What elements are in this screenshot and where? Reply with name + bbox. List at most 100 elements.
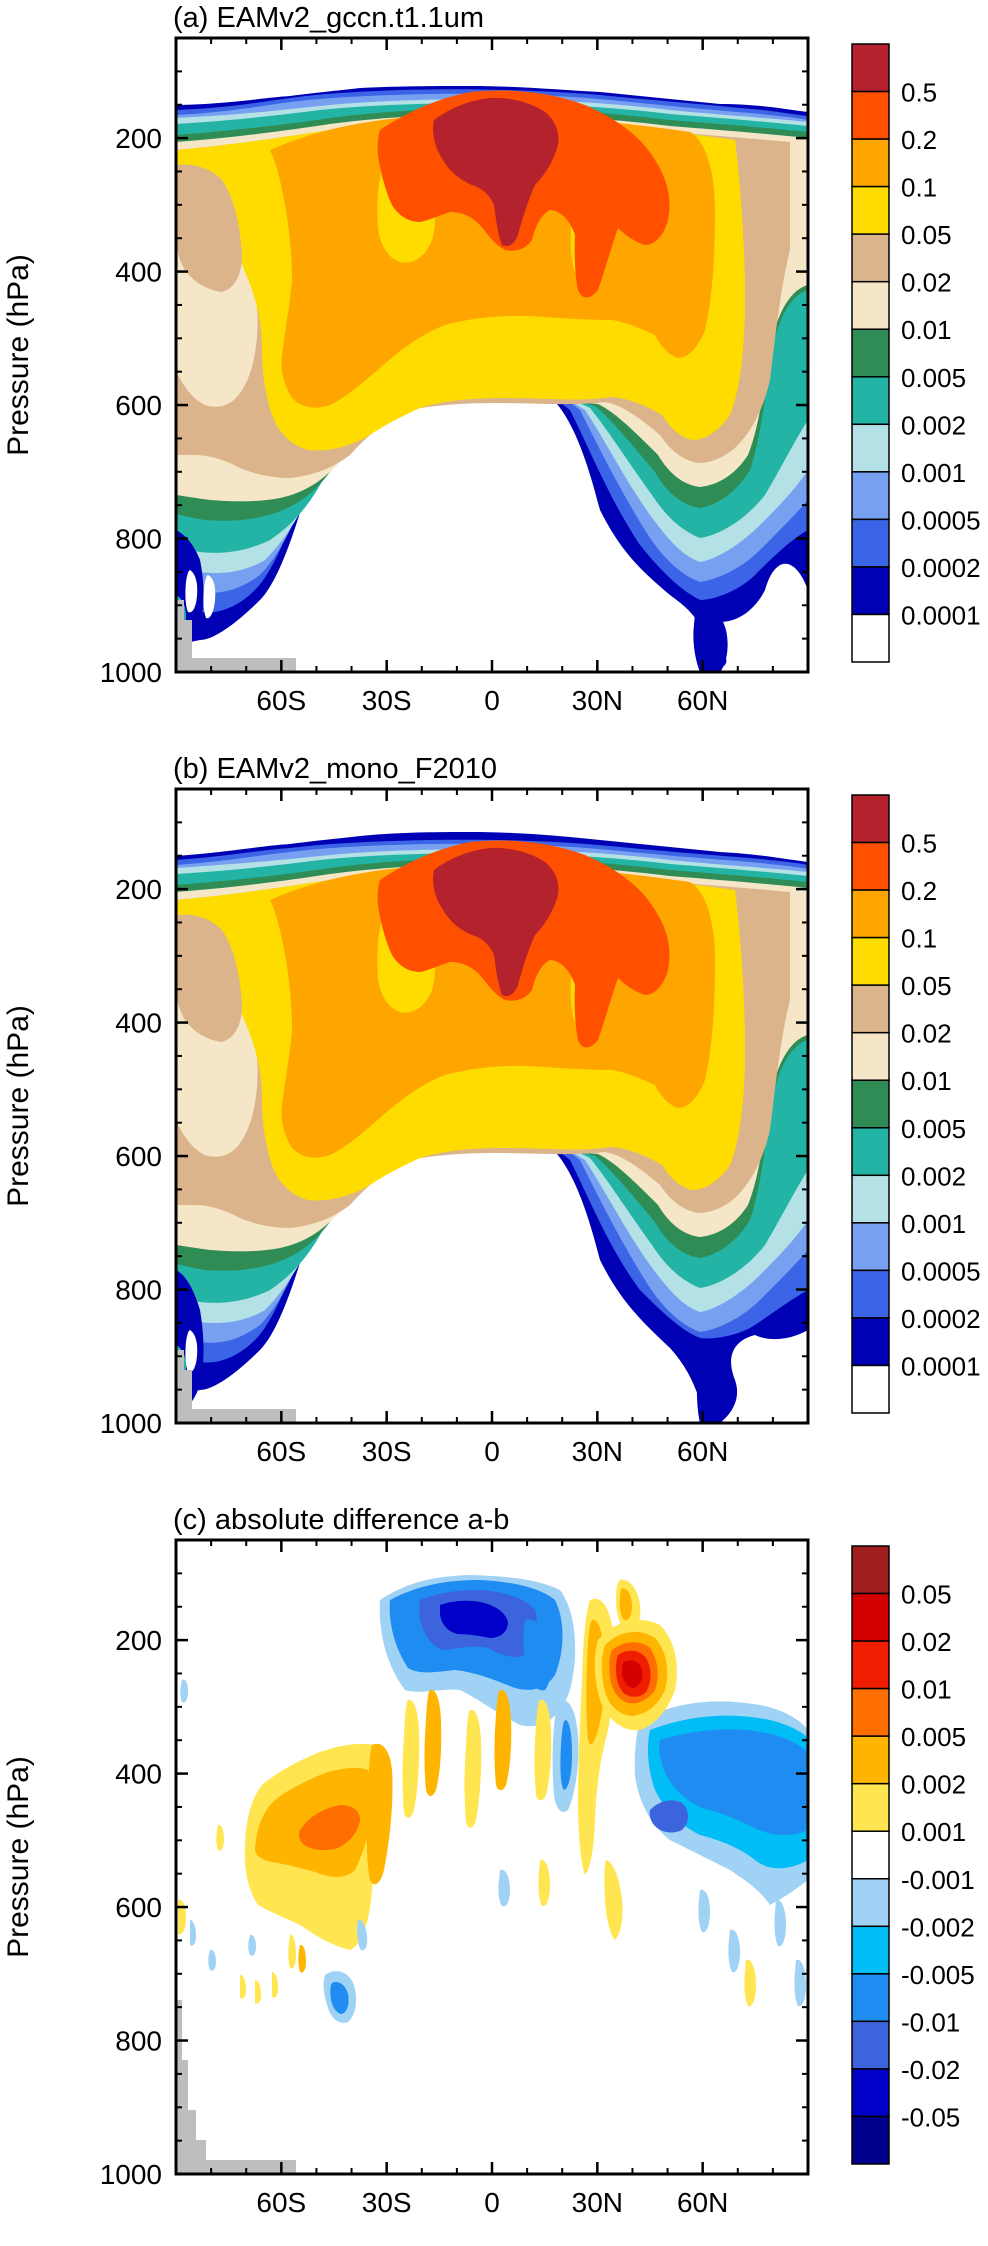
colorbar-label: 0.005 — [901, 363, 966, 393]
y-axis-label: Pressure (hPa) — [2, 1756, 35, 1958]
colorbar-label: -0.01 — [901, 2007, 960, 2037]
colorbar-label: 0.02 — [901, 1627, 952, 1657]
colorbar-label: -0.001 — [901, 1865, 975, 1895]
colorbar-box — [851, 2068, 890, 2118]
y-tick-label: 600 — [115, 390, 162, 421]
colorbar-box — [851, 376, 890, 426]
panel-b-title: (b) EAMv2_mono_F2010 — [173, 753, 497, 785]
colorbar-label: 0.02 — [901, 1019, 952, 1049]
colorbar-label: 0.002 — [901, 1161, 966, 1191]
colorbar-label: 0.002 — [901, 1770, 966, 1800]
panel-c-colorbar: 0.05 0.02 0.01 0.005 0.002 0.001 -0.001 -0.002 -… — [851, 1545, 975, 2165]
colorbar-box — [851, 280, 890, 330]
colorbar-label: 0.02 — [901, 268, 952, 298]
y-tick-label: 1000 — [100, 657, 162, 688]
colorbar-label: 0.001 — [901, 458, 966, 488]
colorbar-box — [851, 518, 890, 568]
colorbar-label: 0.002 — [901, 410, 966, 440]
colorbar-label: 0.2 — [901, 125, 937, 155]
colorbar-label: 0.01 — [901, 1675, 952, 1705]
y-tick-label: 600 — [115, 1141, 162, 1172]
x-tick-label: 30N — [572, 2187, 623, 2218]
colorbar-label: 0.01 — [901, 1066, 952, 1096]
x-tick-label: 60S — [256, 2187, 306, 2218]
x-tick-label: 30S — [362, 685, 412, 716]
x-tick-label: 0 — [484, 685, 500, 716]
colorbar-label: -0.002 — [901, 1912, 975, 1942]
colorbar-box — [851, 1317, 890, 1367]
y-tick-label: 400 — [115, 1759, 162, 1790]
panel-a-axes: 60S 30S 0 30N 60N 200 400 600 800 1000 Pressure (h… — [2, 38, 808, 716]
colorbar-label: 0.5 — [901, 829, 937, 859]
x-tick-label: 30S — [362, 2187, 412, 2218]
colorbar-box — [851, 1174, 890, 1224]
x-tick-label: 60N — [677, 685, 728, 716]
colorbar-box — [851, 1364, 890, 1414]
colorbar-label: -0.05 — [901, 2102, 960, 2132]
colorbar-box — [851, 1830, 890, 1880]
colorbar-box — [851, 1127, 890, 1177]
colorbar-label: 0.0001 — [901, 1351, 981, 1381]
panel-a: (a) EAMv2_gccn.t1.1um — [2, 2, 981, 716]
colorbar-box — [851, 423, 890, 473]
colorbar-box — [851, 1269, 890, 1319]
colorbar-box — [851, 1878, 890, 1928]
panel-a-title: (a) EAMv2_gccn.t1.1um — [173, 2, 484, 34]
panel-a-field — [176, 86, 808, 672]
y-tick-label: 200 — [115, 874, 162, 905]
colorbar-label: 0.01 — [901, 315, 952, 345]
y-tick-label: 800 — [115, 524, 162, 555]
colorbar-label: 0.0002 — [901, 553, 981, 583]
colorbar-label: -0.02 — [901, 2055, 960, 2085]
colorbar-box — [851, 984, 890, 1034]
panel-c-title: (c) absolute difference a-b — [173, 1504, 509, 1536]
colorbar-box — [851, 233, 890, 283]
colorbar-box — [851, 794, 890, 844]
panel-c: (c) absolute difference a-b — [2, 1504, 975, 2218]
colorbar-label: -0.005 — [901, 1960, 975, 1990]
colorbar-box — [851, 1687, 890, 1737]
y-tick-label: 1000 — [100, 1408, 162, 1439]
colorbar-label: 0.1 — [901, 924, 937, 954]
colorbar-box — [851, 138, 890, 188]
colorbar-label: 0.0002 — [901, 1304, 981, 1334]
colorbar-label: 0.05 — [901, 1580, 952, 1610]
x-tick-label: 60S — [256, 685, 306, 716]
colorbar-box — [851, 1222, 890, 1272]
colorbar-box — [851, 471, 890, 521]
y-tick-label: 800 — [115, 1275, 162, 1306]
colorbar-box — [851, 328, 890, 378]
x-tick-label: 60S — [256, 1436, 306, 1467]
panel-c-field — [176, 1575, 808, 2174]
colorbar-label: 0.005 — [901, 1114, 966, 1144]
x-tick-label: 30N — [572, 1436, 623, 1467]
colorbar-box — [851, 1545, 890, 1595]
colorbar-label: 0.0001 — [901, 600, 981, 630]
x-tick-label: 0 — [484, 2187, 500, 2218]
colorbar-box — [851, 1592, 890, 1642]
colorbar-box — [851, 1735, 890, 1785]
colorbar-box — [851, 90, 890, 140]
colorbar-box — [851, 185, 890, 235]
y-tick-label: 200 — [115, 123, 162, 154]
panel-b-colorbar: 0.5 0.2 0.1 0.05 0.02 0.01 0.005 0.002 0.001 0.00… — [851, 794, 981, 1414]
colorbar-label: 0.001 — [901, 1817, 966, 1847]
y-tick-label: 200 — [115, 1625, 162, 1656]
colorbar-box — [851, 1973, 890, 2023]
colorbar-label: 0.0005 — [901, 505, 981, 535]
y-tick-label: 800 — [115, 2026, 162, 2057]
colorbar-box — [851, 43, 890, 93]
colorbar-label: 0.2 — [901, 876, 937, 906]
x-tick-label: 30N — [572, 685, 623, 716]
y-tick-label: 1000 — [100, 2159, 162, 2190]
x-tick-label: 0 — [484, 1436, 500, 1467]
colorbar-label: 0.005 — [901, 1722, 966, 1752]
colorbar-box — [851, 1079, 890, 1129]
colorbar-box — [851, 613, 890, 663]
colorbar-box — [851, 1782, 890, 1832]
x-tick-label: 30S — [362, 1436, 412, 1467]
colorbar-box — [851, 2115, 890, 2165]
y-axis-label: Pressure (hPa) — [2, 1005, 35, 1207]
colorbar-label: 0.05 — [901, 220, 952, 250]
